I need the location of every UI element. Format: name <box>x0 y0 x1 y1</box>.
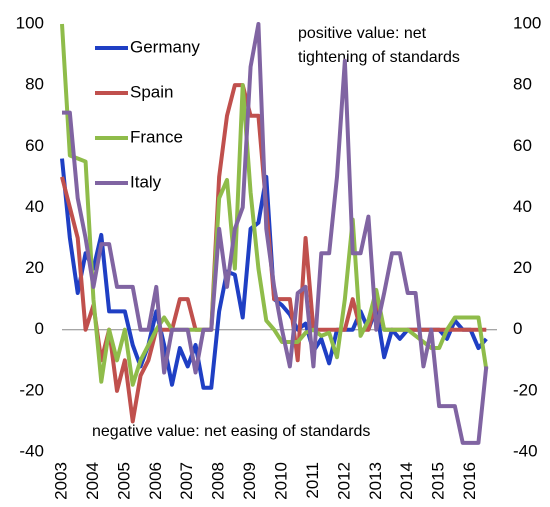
y2-tick-label: -40 <box>513 441 538 460</box>
x-tick-label: 2007 <box>177 462 196 500</box>
y-tick-label: -40 <box>19 441 44 460</box>
annotation: positive value: net <box>298 25 427 42</box>
x-tick-label: 2003 <box>51 462 70 500</box>
legend-label: Germany <box>130 37 200 56</box>
y2-tick-label: -20 <box>513 380 538 399</box>
y2-tick-label: 20 <box>513 258 532 277</box>
x-tick-label: 2011 <box>303 462 322 499</box>
x-tick-label: 2013 <box>366 462 385 500</box>
x-tick-label: 2015 <box>429 462 448 500</box>
y-tick-label: 100 <box>16 13 44 32</box>
x-tick-label: 2012 <box>334 462 353 500</box>
annotation: negative value: net easing of standards <box>92 423 370 440</box>
legend-label: Spain <box>130 82 173 101</box>
y-tick-label: 0 <box>35 319 44 338</box>
series-line <box>60 23 489 387</box>
y-tick-label: 40 <box>25 197 44 216</box>
y2-tick-label: 80 <box>513 75 532 94</box>
y-tick-label: -20 <box>19 380 44 399</box>
x-tick-label: 2006 <box>146 462 165 500</box>
series-line <box>62 22 489 445</box>
annotation: tightening of standards <box>298 49 460 66</box>
x-tick-label: 2009 <box>240 462 259 500</box>
y-tick-label: 60 <box>25 136 44 155</box>
x-tick-label: 2008 <box>209 462 228 500</box>
x-tick-label: 2004 <box>83 462 102 500</box>
y2-tick-label: 100 <box>513 13 541 32</box>
x-tick-label: 2010 <box>271 462 290 500</box>
y-tick-label: 20 <box>25 258 44 277</box>
x-tick-label: 2014 <box>397 462 416 500</box>
y2-tick-label: 40 <box>513 197 532 216</box>
legend-label: Italy <box>130 172 162 191</box>
series-line <box>60 83 487 424</box>
y2-tick-label: 0 <box>513 319 522 338</box>
y2-tick-label: 60 <box>513 136 532 155</box>
x-tick-label: 2005 <box>114 462 133 500</box>
x-tick-label: 2016 <box>460 462 479 500</box>
y-tick-label: 80 <box>25 75 44 94</box>
legend-label: France <box>130 127 183 146</box>
